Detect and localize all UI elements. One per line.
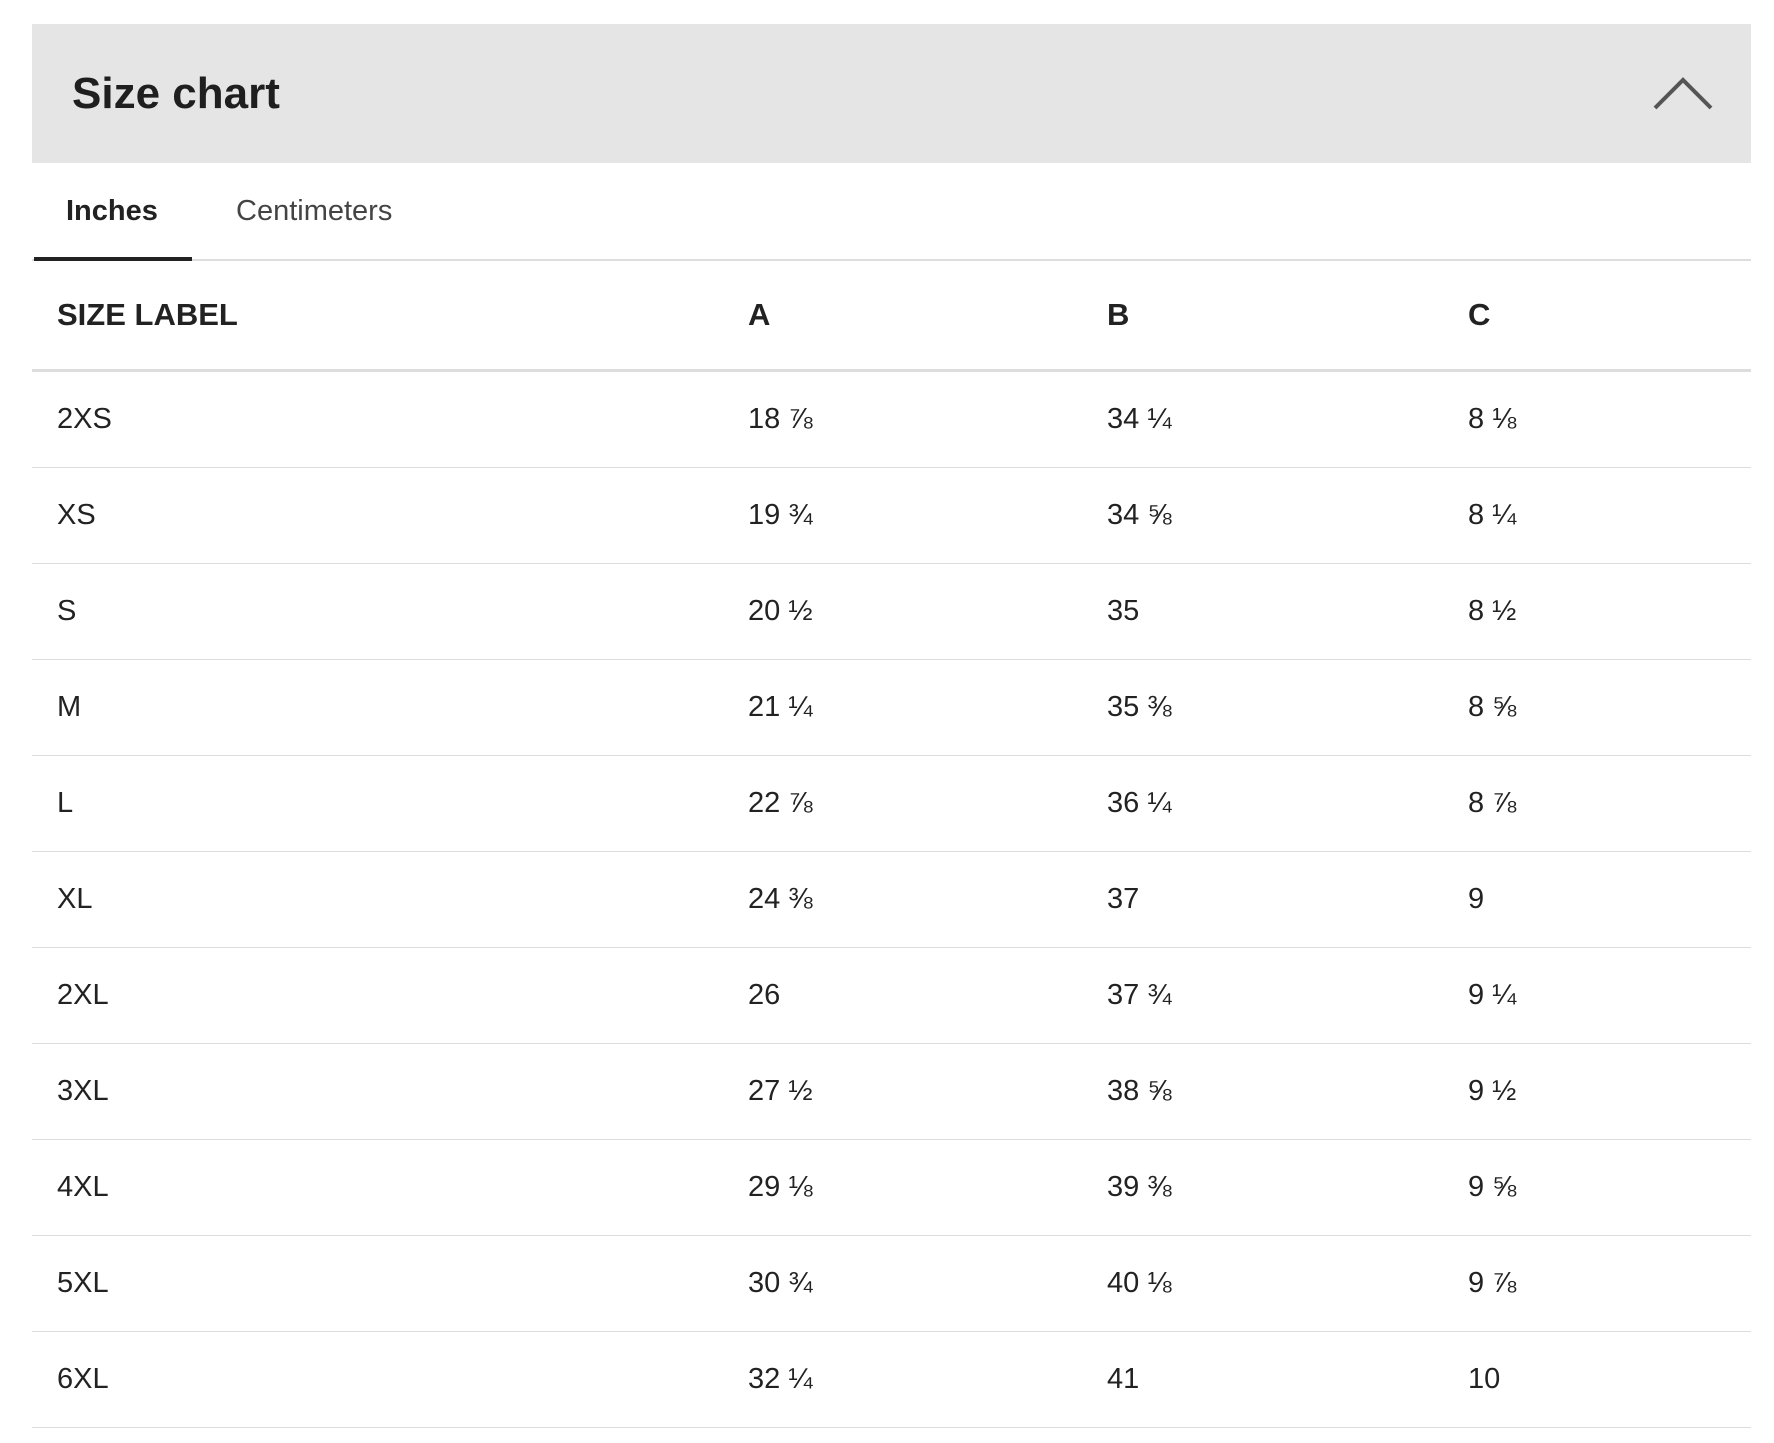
measurement: 27 ½ bbox=[723, 1043, 1082, 1140]
measurement: 9 ¼ bbox=[1443, 947, 1751, 1044]
column-header: B bbox=[1082, 261, 1443, 372]
measurement: 40 ⅛ bbox=[1082, 1235, 1443, 1332]
measurement: 35 bbox=[1082, 563, 1443, 660]
measurement: 29 ⅛ bbox=[723, 1139, 1082, 1236]
size-label: 3XL bbox=[32, 1043, 723, 1140]
measurement: 26 bbox=[723, 947, 1082, 1044]
table-row: XL 24 ⅜ 37 9 bbox=[32, 851, 1751, 948]
size-label: 6XL bbox=[32, 1331, 723, 1428]
measurement: 34 ⅝ bbox=[1082, 467, 1443, 564]
tab[interactable]: Inches bbox=[66, 195, 158, 227]
size-label: L bbox=[32, 755, 723, 852]
size-label: XS bbox=[32, 467, 723, 564]
measurement: 8 ½ bbox=[1443, 563, 1751, 660]
measurement: 9 bbox=[1443, 851, 1751, 948]
title: Size chart bbox=[72, 69, 280, 118]
collapse-icon[interactable] bbox=[1651, 72, 1715, 112]
column-header: A bbox=[723, 261, 1082, 372]
measurement: 10 bbox=[1443, 1331, 1751, 1428]
measurement: 38 ⅝ bbox=[1082, 1043, 1443, 1140]
accordion-header[interactable]: Size chart bbox=[32, 24, 1751, 163]
measurement: 8 ⅝ bbox=[1443, 659, 1751, 756]
size-label: XL bbox=[32, 851, 723, 948]
measurement: 8 ¼ bbox=[1443, 467, 1751, 564]
table-row: 6XL 32 ¼ 41 10 bbox=[32, 1331, 1751, 1428]
size-label: 4XL bbox=[32, 1139, 723, 1236]
measurement: 9 ⅞ bbox=[1443, 1235, 1751, 1332]
tab[interactable]: Centimeters bbox=[236, 195, 393, 227]
column-header: SIZE LABEL bbox=[32, 261, 723, 372]
size-label: 2XL bbox=[32, 947, 723, 1044]
measurement: 19 ¾ bbox=[723, 467, 1082, 564]
measurement: 36 ¼ bbox=[1082, 755, 1443, 852]
header-row: SIZE LABEL A B C bbox=[32, 261, 1751, 372]
size-label: S bbox=[32, 563, 723, 660]
measurement: 22 ⅞ bbox=[723, 755, 1082, 852]
size-label: 5XL bbox=[32, 1235, 723, 1332]
measurement: 30 ¾ bbox=[723, 1235, 1082, 1332]
unit-tabs: Inches Centimeters bbox=[32, 163, 1751, 261]
size-label: M bbox=[32, 659, 723, 756]
table-row: S 20 ½ 35 8 ½ bbox=[32, 563, 1751, 660]
measurement: 41 bbox=[1082, 1331, 1443, 1428]
measurement: 24 ⅜ bbox=[723, 851, 1082, 948]
measurement: 34 ¼ bbox=[1082, 370, 1443, 468]
size-label: 2XS bbox=[32, 370, 723, 468]
measurement: 9 ⅝ bbox=[1443, 1139, 1751, 1236]
measurement: 8 ⅞ bbox=[1443, 755, 1751, 852]
measurement: 32 ¼ bbox=[723, 1331, 1082, 1428]
measurement: 37 bbox=[1082, 851, 1443, 948]
column-header: C bbox=[1443, 261, 1751, 372]
measurement: 8 ⅛ bbox=[1443, 370, 1751, 468]
active-tab-underline bbox=[34, 257, 192, 261]
measurement: 39 ⅜ bbox=[1082, 1139, 1443, 1236]
measurement: 21 ¼ bbox=[723, 659, 1082, 756]
measurement: 20 ½ bbox=[723, 563, 1082, 660]
measurement: 35 ⅜ bbox=[1082, 659, 1443, 756]
measurement: 37 ¾ bbox=[1082, 947, 1443, 1044]
measurement: 9 ½ bbox=[1443, 1043, 1751, 1140]
measurement: 18 ⅞ bbox=[723, 370, 1082, 468]
